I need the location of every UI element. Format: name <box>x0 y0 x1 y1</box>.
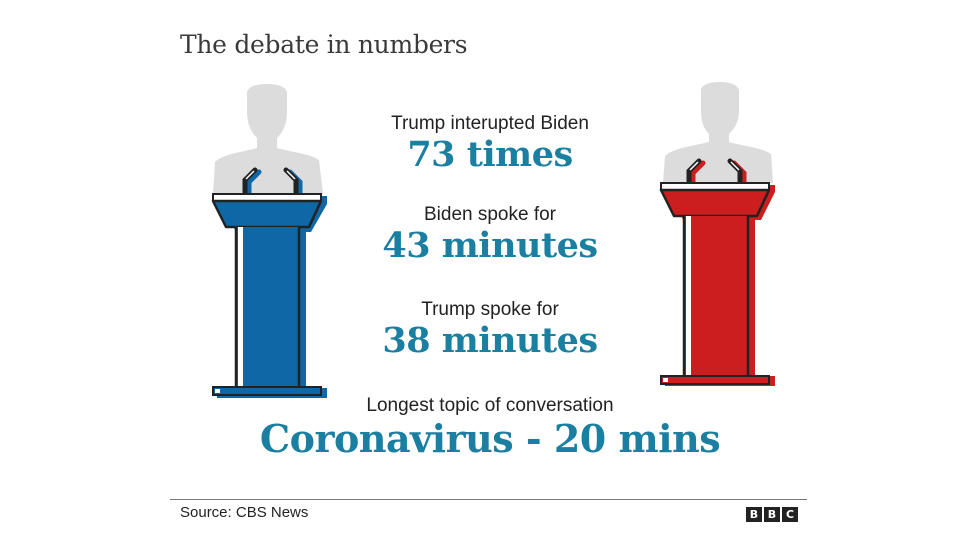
page-title: The debate in numbers <box>180 30 468 59</box>
stat-label: Longest topic of conversation <box>366 395 614 416</box>
red-podium-icon <box>659 82 775 386</box>
bbc-logo-letter: B <box>746 507 762 522</box>
stat-value: Coronavirus - 20 mins <box>259 416 721 461</box>
stat-label: Biden spoke for <box>423 204 557 225</box>
blue-podium-icon <box>211 84 327 398</box>
stat-trump-speaking-time: Trump spoke for 38 minutes <box>240 299 740 361</box>
stat-label: Trump interupted Biden <box>391 113 589 134</box>
footer-divider <box>170 499 807 500</box>
stat-value: 73 times <box>407 134 573 175</box>
bbc-logo: B B C <box>746 507 798 522</box>
stat-label: Trump spoke for <box>421 299 559 320</box>
stat-value: 43 minutes <box>382 225 598 266</box>
stat-biden-speaking-time: Biden spoke for 43 minutes <box>240 204 740 266</box>
stat-value: 38 minutes <box>382 320 598 361</box>
bbc-logo-letter: B <box>764 507 780 522</box>
stat-longest-topic: Longest topic of conversation Coronaviru… <box>240 395 740 461</box>
stat-interruptions: Trump interupted Biden 73 times <box>240 113 740 175</box>
source-credit: Source: CBS News <box>180 504 309 521</box>
bbc-logo-letter: C <box>782 507 798 522</box>
